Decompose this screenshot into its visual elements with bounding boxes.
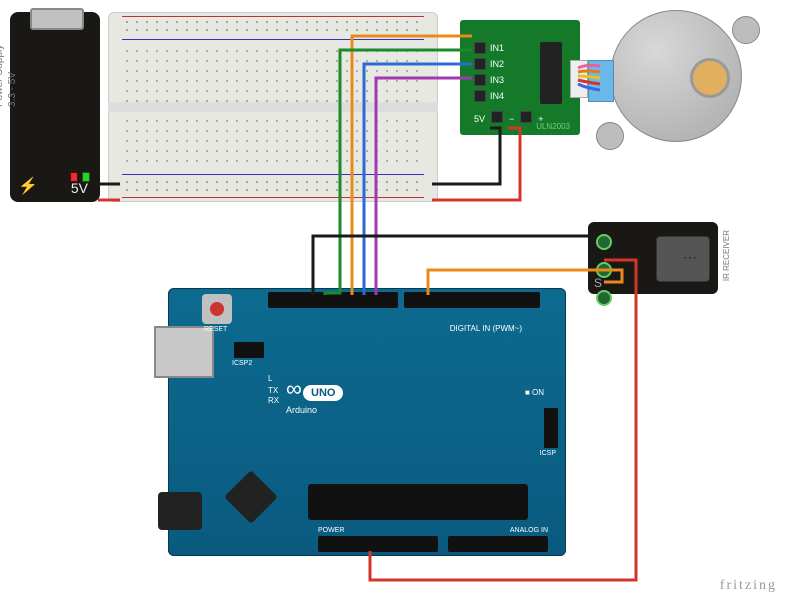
irrx-name: IR RECEIVER — [722, 230, 731, 281]
signal-label: S — [594, 276, 602, 290]
power-header — [318, 536, 438, 552]
on-led-label: ■ ON — [525, 388, 544, 397]
psu-label: Breadboard Power-Supply 3.3 - 5V — [0, 17, 19, 107]
breadboard — [108, 12, 438, 202]
barrel-jack — [158, 492, 202, 530]
stepper-motor — [590, 10, 760, 160]
icsp2-label: ICSP2 — [232, 360, 252, 367]
motor-connector — [570, 60, 588, 98]
in4-pin — [474, 90, 486, 102]
motor-shaft — [690, 58, 730, 98]
reset-button[interactable] — [202, 294, 232, 324]
digital-label: DIGITAL IN (PWM~) — [450, 324, 522, 333]
digital-header-1 — [268, 292, 398, 308]
ir-sensor — [656, 236, 710, 282]
in2-pin — [474, 58, 486, 70]
circuit-diagram: Breadboard Power-Supply 3.3 - 5V ⚡ 5V IN… — [0, 0, 789, 600]
driver-name: ULN2003 — [536, 122, 570, 131]
breadboard-power-supply: Breadboard Power-Supply 3.3 - 5V ⚡ 5V — [10, 12, 100, 202]
motor-plug — [588, 60, 614, 102]
icsp-label: ICSP — [540, 450, 556, 457]
icsp-header — [544, 408, 558, 448]
digital-header-2 — [404, 292, 540, 308]
in1-pin — [474, 42, 486, 54]
icsp2-header — [234, 342, 264, 358]
bottom-pin-labels: POWER ANALOG IN — [318, 527, 548, 534]
arduino-uno: ∞ UNO Arduino RESET ICSP2 L TX RX ICSP D… — [168, 288, 566, 556]
reset-label: RESET — [204, 326, 227, 333]
fritzing-watermark: fritzing — [720, 578, 777, 594]
psu-voltage: 5V — [71, 180, 88, 196]
smd-chip — [224, 470, 278, 524]
irrx-signal-pin — [596, 290, 612, 306]
power-bolt-icon: ⚡ — [18, 176, 38, 196]
usb-b-port — [154, 326, 214, 378]
arduino-logo: ∞ UNO Arduino — [286, 376, 343, 416]
irrx-gnd-pin — [596, 234, 612, 250]
driver-minus-pin — [491, 111, 503, 123]
in3-pin — [474, 74, 486, 86]
uln2003-chip — [540, 42, 562, 104]
driver-plus-pin — [520, 111, 532, 123]
atmega-chip — [308, 484, 528, 520]
ir-receiver-module: S IR RECEIVER — [588, 222, 718, 294]
usb-micro-port — [30, 8, 84, 30]
uln2003-driver: IN1 IN2 IN3 IN4 5V − + ULN2003 — [460, 20, 580, 135]
analog-header — [448, 536, 548, 552]
